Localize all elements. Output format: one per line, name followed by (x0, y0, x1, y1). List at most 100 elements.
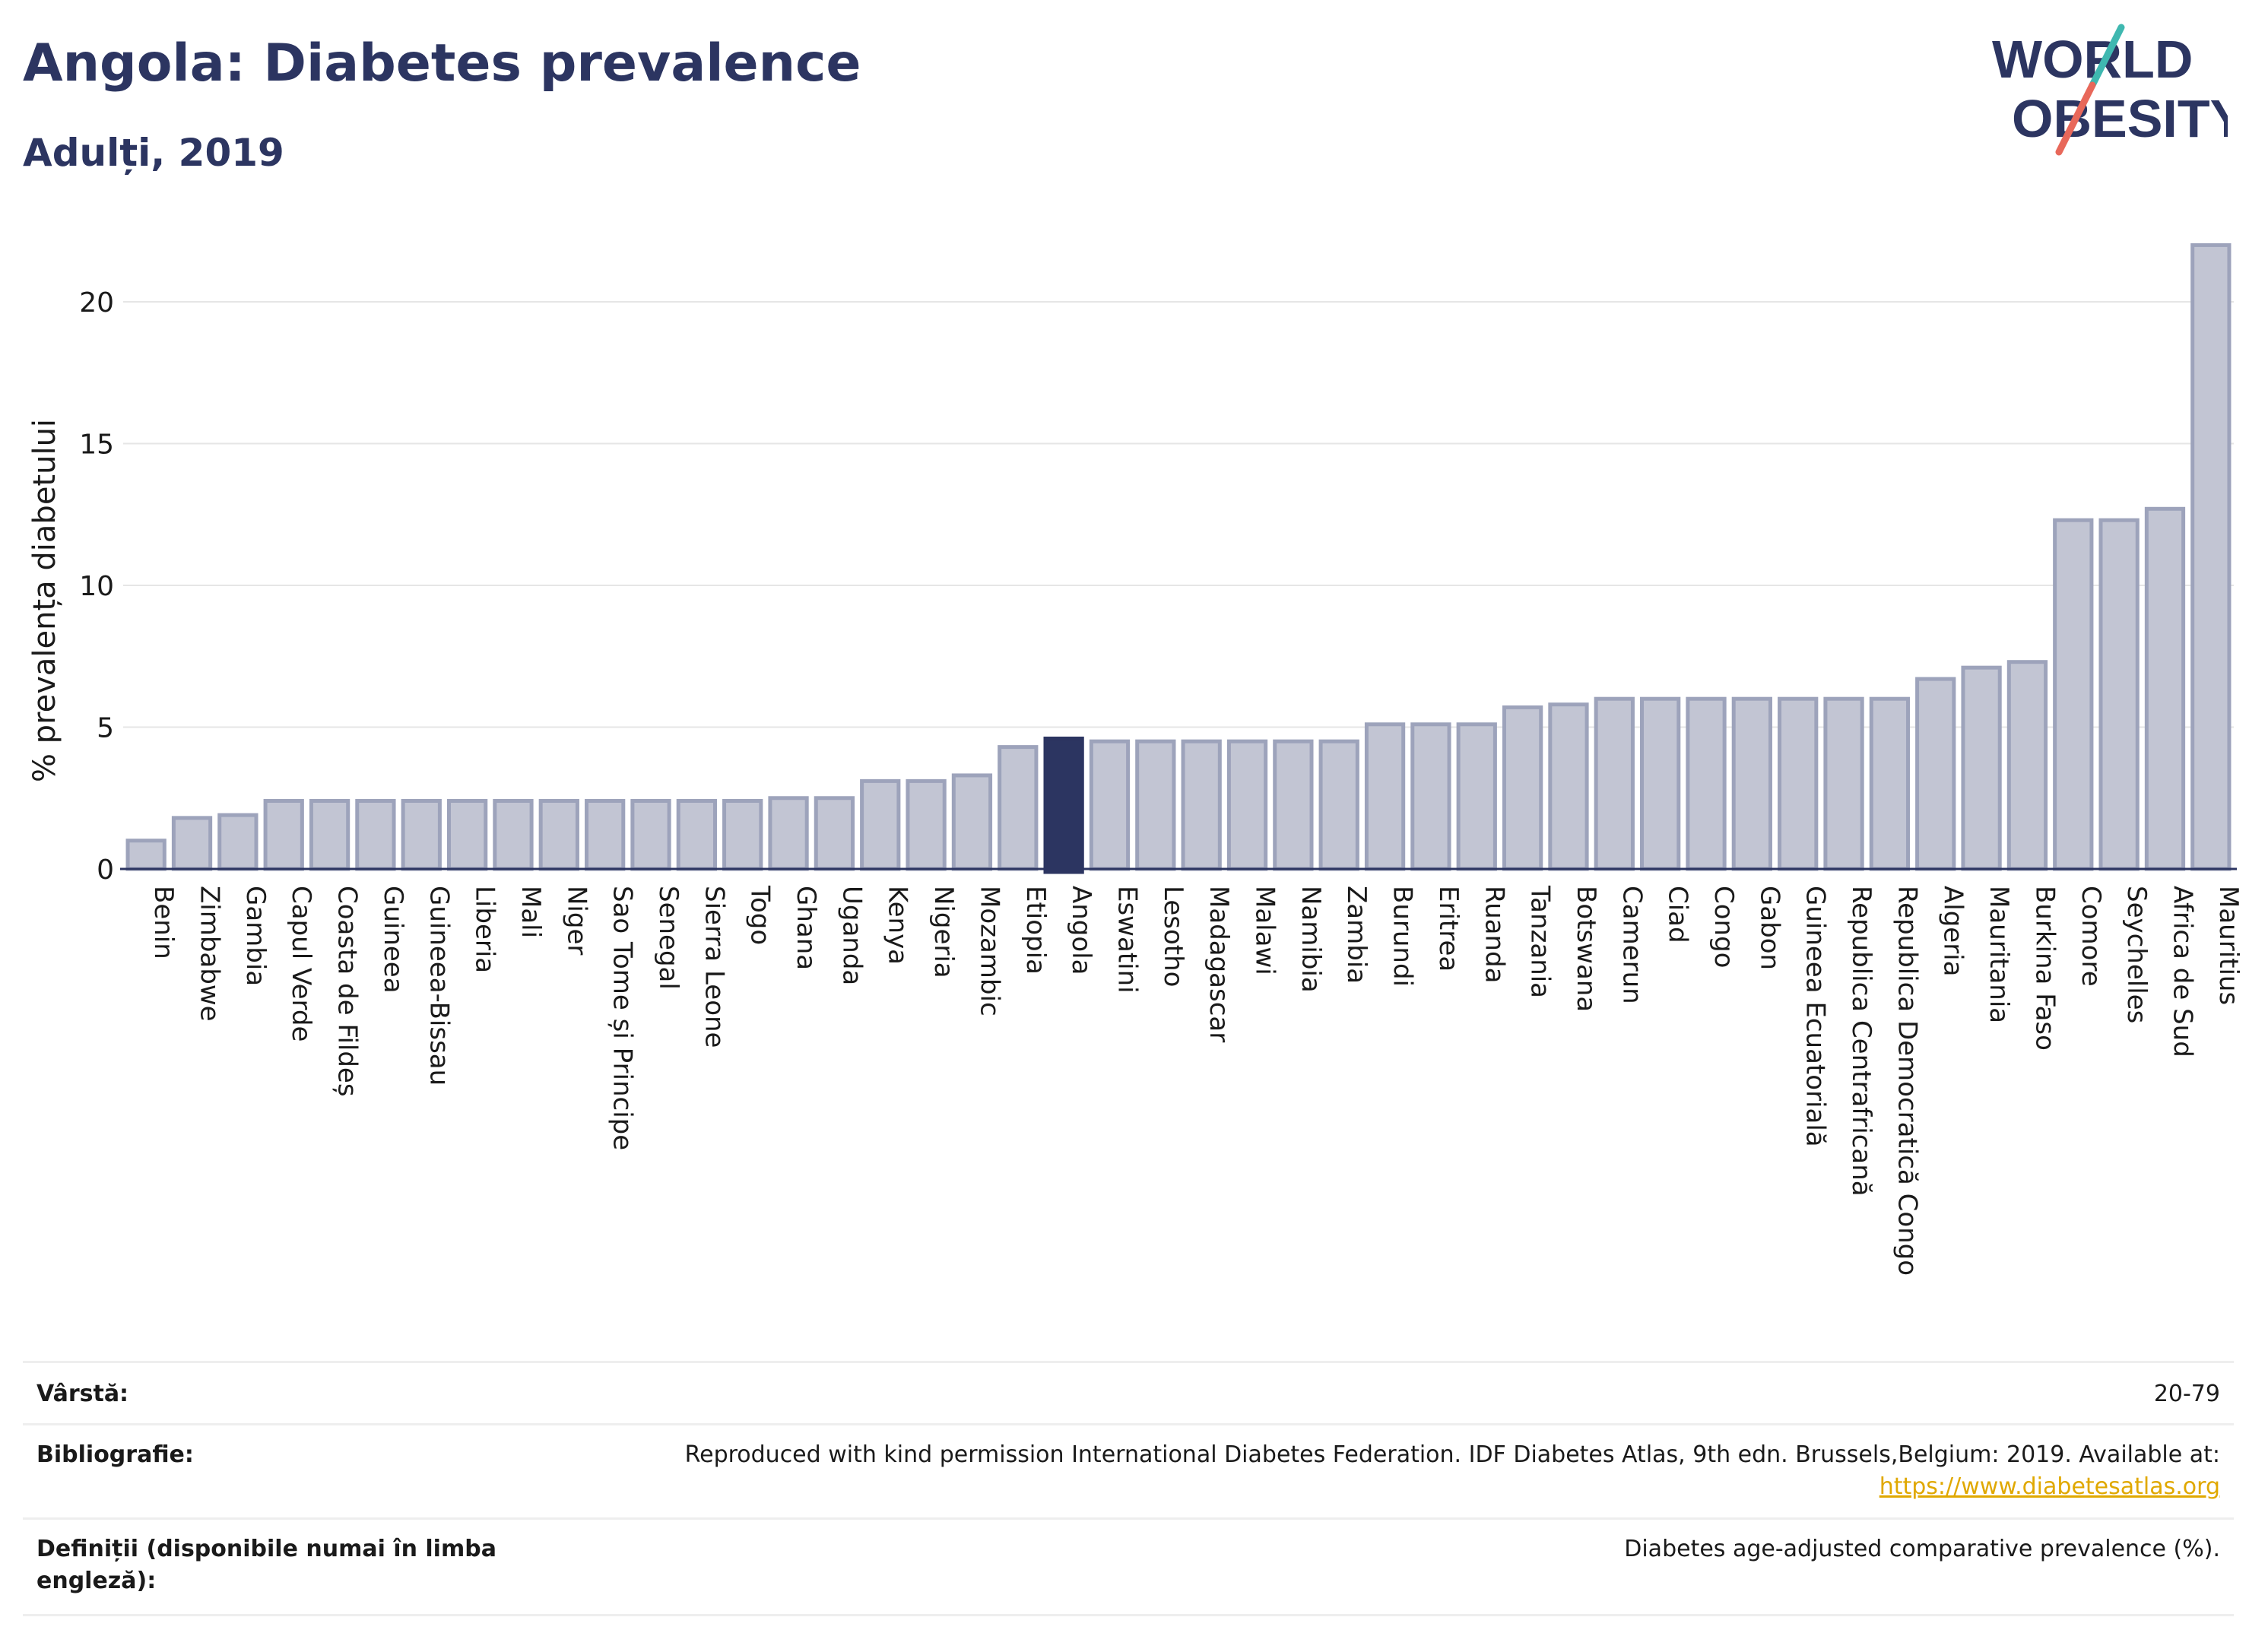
x-tick-label: Etiopia (1020, 886, 1051, 975)
bar (2006, 660, 2048, 871)
y-tick-label: 5 (97, 713, 114, 744)
age-label: Vârstă: (36, 1381, 129, 1407)
age-value: 20-79 (2153, 1381, 2220, 1407)
bar (1915, 677, 1956, 871)
meta-row-bibliography: Bibliografie: Reproduced with kind permi… (23, 1423, 2234, 1520)
bar (171, 816, 213, 871)
bar (2053, 518, 2094, 871)
x-tick-label: Malawi (1250, 886, 1280, 975)
diabetes-atlas-link[interactable]: https://www.diabetesatlas.org (1879, 1473, 2220, 1500)
x-tick-label: Republica Centrafricană (1846, 886, 1876, 1197)
x-tick-label: Algeria (1938, 886, 1968, 976)
x-tick-label: Eritrea (1433, 886, 1464, 972)
bar (585, 798, 626, 871)
x-tick-label: Eswatini (1112, 886, 1142, 994)
bar (401, 798, 442, 871)
bar (1456, 722, 1497, 871)
x-tick-label: Mozambic (974, 886, 1004, 1016)
bar (1181, 739, 1222, 871)
bar (1686, 696, 1727, 871)
bar (860, 778, 901, 871)
y-tick-label: 0 (97, 855, 114, 886)
bar (1869, 696, 1911, 871)
logo-slash-teal (2089, 24, 2125, 89)
x-tick-label: Republica Democratică Congo (1892, 886, 1922, 1276)
bar (2190, 243, 2232, 871)
x-tick-label: Togo (745, 885, 776, 945)
bar (814, 796, 855, 871)
logo-word-obesity: OBESITY (2012, 89, 2228, 148)
metadata-table: Vârstă: 20-79 Bibliografie: Reproduced w… (23, 1361, 2234, 1619)
x-tick-label: Gambia (240, 886, 271, 986)
bar (768, 796, 809, 871)
x-tick-label: Guineea (378, 886, 408, 994)
x-tick-label: Madagascar (1204, 886, 1234, 1042)
bar (951, 773, 993, 871)
x-tick-label: Seychelles (2121, 886, 2152, 1023)
bibliography-value: Reproduced with kind permission Internat… (547, 1439, 2220, 1503)
bar (1226, 739, 1268, 871)
bar (1731, 696, 1772, 871)
y-axis-label: % prevalența diabetului (27, 419, 62, 782)
x-tick-label: Burundi (1388, 886, 1418, 987)
meta-row-definitions: Definiții (disponibile numai în limba en… (23, 1517, 2234, 1616)
meta-row-age: Vârstă: 20-79 (23, 1361, 2234, 1425)
x-tick-label: Nigeria (928, 886, 959, 978)
bar (1961, 665, 2002, 871)
x-tick-label: Lesotho (1158, 886, 1188, 987)
bar-chart: 0 5 10 15 20 Benin Zimbabwe Gambia Capul Verde C… (27, 243, 2244, 1276)
bar (722, 798, 763, 871)
x-tick-label: Uganda (836, 886, 867, 985)
x-tick-label: Kenya (883, 886, 913, 965)
y-tick-label: 15 (79, 430, 114, 461)
x-tick-label: Comore (2076, 886, 2106, 987)
world-obesity-logo: WORLD OBESITY (1992, 24, 2228, 156)
bar (1640, 696, 1681, 871)
bar (1089, 739, 1131, 871)
x-tick-label: Zimbabwe (195, 886, 225, 1022)
page-subtitle: Adulți, 2019 (23, 131, 284, 175)
y-tick-labels: 0 5 10 15 20 (79, 287, 114, 886)
x-tick-label: Capul Verde (286, 886, 316, 1042)
x-tick-label: Camerun (1616, 886, 1647, 1004)
bar (1273, 739, 1314, 871)
bar (309, 798, 351, 871)
bar (355, 798, 396, 871)
bar (1043, 736, 1084, 874)
bibliography-label: Bibliografie: (36, 1441, 194, 1468)
bar (1135, 739, 1176, 871)
x-tick-label: Sao Tome și Principe (607, 886, 638, 1150)
bar (1502, 705, 1543, 871)
bibliography-text: Reproduced with kind permission Internat… (684, 1441, 2220, 1468)
x-tick-label: Ghana (791, 886, 821, 970)
bar (1364, 722, 1406, 871)
bar (217, 813, 259, 871)
y-tick-label: 10 (79, 571, 114, 602)
x-tick-label: Senegal (653, 886, 684, 990)
x-tick-label: Namibia (1296, 886, 1326, 993)
x-tick-label: Niger (561, 886, 592, 955)
bar (493, 798, 534, 871)
bar (538, 798, 579, 871)
x-tick-label: Ciad (1663, 886, 1693, 943)
x-tick-label: Guineea Ecuatorială (1800, 886, 1831, 1147)
bar (630, 798, 671, 871)
x-tick-labels: Benin Zimbabwe Gambia Capul Verde Coasta de … (148, 885, 2244, 1276)
bar (446, 798, 488, 871)
bar (906, 778, 947, 871)
definitions-value: Diabetes age-adjusted comparative preval… (1624, 1536, 2220, 1562)
bar (1548, 702, 1589, 871)
x-tick-label: Sierra Leone (699, 886, 729, 1048)
bar (998, 745, 1039, 871)
x-tick-label: Mauritania (1984, 886, 2014, 1023)
x-tick-label: Botswana (1571, 886, 1601, 1012)
bar (125, 839, 167, 871)
x-tick-label: Africa de Sud (2167, 886, 2197, 1057)
bar (1594, 696, 1635, 871)
x-tick-label: Congo (1708, 886, 1739, 968)
x-tick-label: Coasta de Fildeș (332, 886, 363, 1097)
definitions-label: Definiții (disponibile numai în limba en… (36, 1536, 496, 1594)
x-tick-label: Liberia (470, 886, 500, 973)
bar (676, 798, 717, 871)
bar (1318, 739, 1359, 871)
